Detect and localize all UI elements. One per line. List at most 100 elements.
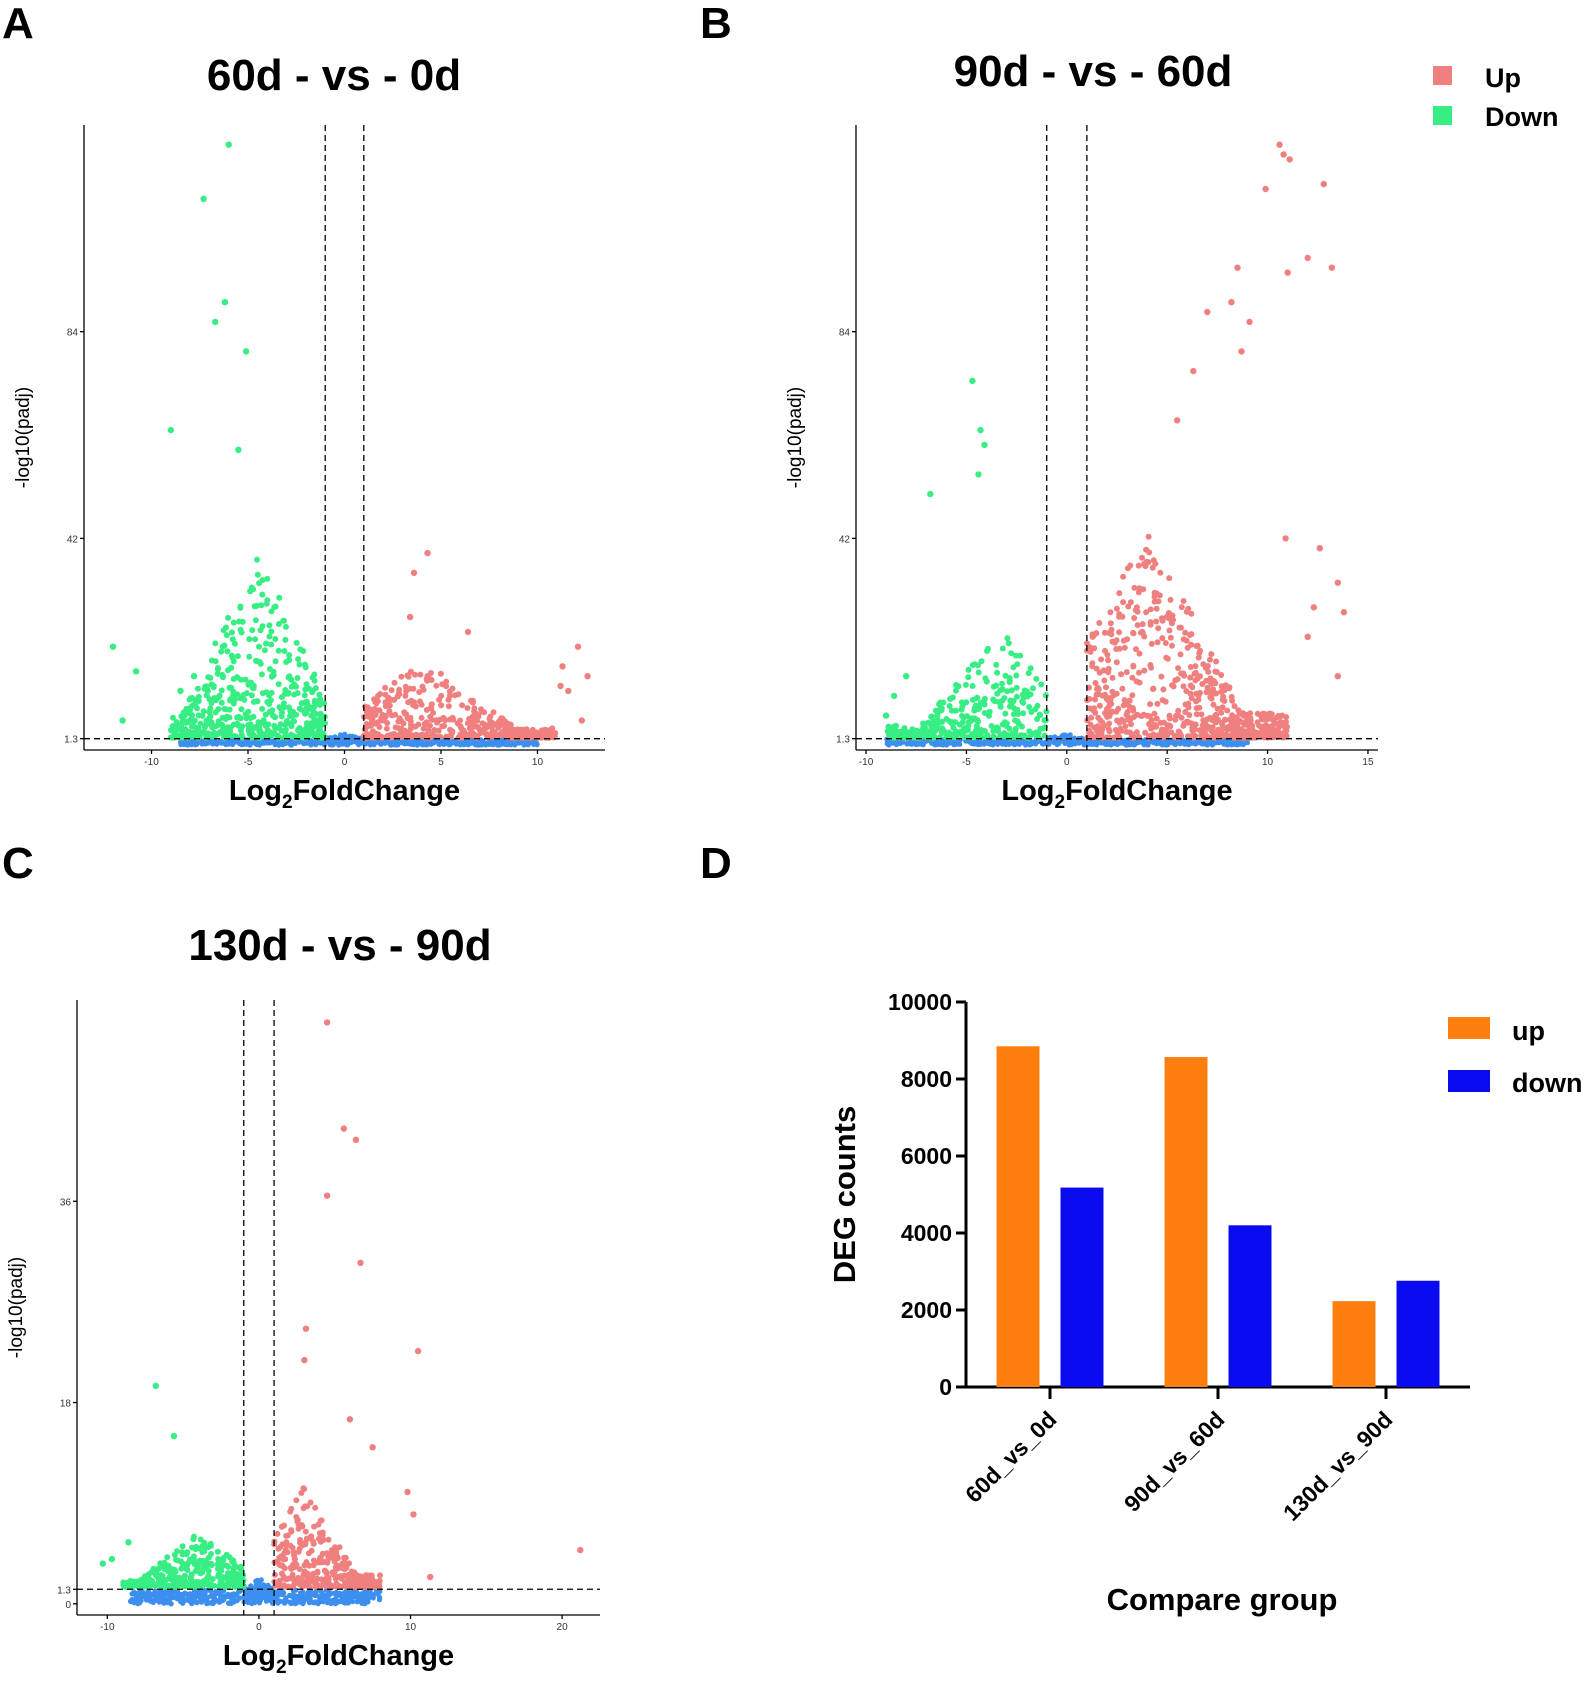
panel-b-point xyxy=(1147,701,1154,708)
panel-a-point xyxy=(228,684,235,691)
panel-letter-b: B xyxy=(700,0,732,48)
panel-c-point xyxy=(361,1599,367,1606)
panel-b-point xyxy=(1281,729,1288,736)
panel-b-point xyxy=(981,710,988,716)
panel-b-point xyxy=(1093,691,1100,698)
panel-a-point xyxy=(276,734,283,741)
panel-a-point xyxy=(434,719,440,726)
panel-b-point xyxy=(1152,560,1159,567)
panel-b-point xyxy=(1119,613,1126,620)
panel-a-point xyxy=(237,695,244,702)
panel-b-point xyxy=(1188,610,1195,617)
panel-c-point xyxy=(306,1562,313,1569)
panel-b-point xyxy=(1122,723,1129,730)
panel-c-x-tick-label: 20 xyxy=(557,1622,569,1633)
panel-b-point xyxy=(1004,635,1011,642)
panel-b-point xyxy=(1218,709,1225,716)
panel-a-point xyxy=(449,685,456,692)
panel-a-point xyxy=(418,714,425,721)
panel-b-point xyxy=(990,728,997,735)
panel-b-point xyxy=(972,702,979,709)
panel-a-point xyxy=(439,723,446,730)
panel-b-point xyxy=(1210,690,1217,697)
panel-a-x-label-sub: 2 xyxy=(282,792,293,813)
panel-a-point xyxy=(259,705,266,712)
panel-c-point xyxy=(307,1535,314,1542)
panel-b-point xyxy=(1304,633,1311,640)
panel-b-point xyxy=(1123,669,1130,676)
panel-b-point xyxy=(1228,693,1235,700)
panel-a-x-tick-label: -10 xyxy=(144,757,159,768)
panel-c-point xyxy=(131,1578,137,1585)
panel-c-point xyxy=(184,1597,190,1603)
panel-b-point xyxy=(993,661,1000,668)
panel-c-point xyxy=(323,1550,330,1557)
panel-b-point xyxy=(1121,644,1128,651)
panel-b-point xyxy=(1020,710,1027,717)
panel-c-point xyxy=(183,1565,190,1572)
panel-b-point xyxy=(1166,712,1173,719)
panel-b-point xyxy=(960,732,967,739)
panel-a-point xyxy=(258,671,265,678)
panel-a-point xyxy=(311,734,318,741)
panel-b-point xyxy=(986,712,992,719)
panel-b-point xyxy=(1304,254,1311,262)
panel-b-x-label-main: Log xyxy=(1001,775,1054,807)
panel-b-point xyxy=(1013,693,1020,700)
panel-b-point xyxy=(1135,562,1142,569)
panel-b-point xyxy=(952,687,959,694)
panel-b-point xyxy=(1088,730,1095,737)
panel-b-point xyxy=(1004,688,1011,695)
panel-a-point xyxy=(385,699,392,706)
panel-b-point xyxy=(1147,662,1154,668)
panel-b-point xyxy=(1133,678,1140,685)
panel-a-point xyxy=(406,685,413,692)
panel-b-point xyxy=(1150,686,1156,692)
panel-a-point xyxy=(268,608,275,615)
panel-b-point xyxy=(1087,644,1093,651)
panel-a-point xyxy=(254,571,261,578)
panel-b-point xyxy=(1129,674,1136,681)
panel-a-point xyxy=(167,426,174,434)
panel-c-point xyxy=(197,1594,203,1600)
bar-up xyxy=(1332,1301,1376,1387)
panel-b-point xyxy=(1086,705,1093,712)
panel-b-point xyxy=(1178,604,1185,611)
panel-c-point xyxy=(331,1558,338,1565)
panel-c-point xyxy=(281,1550,288,1557)
panel-a-point xyxy=(445,703,452,710)
bar-up xyxy=(996,1046,1040,1387)
bar-y-tick-label: 2000 xyxy=(901,1297,952,1323)
panel-a-point xyxy=(229,740,235,746)
panel-a-point xyxy=(200,195,207,202)
panel-b-point xyxy=(1005,734,1012,741)
panel-c-point xyxy=(155,1596,161,1602)
panel-b-point xyxy=(1208,651,1215,658)
panel-c-point xyxy=(234,1581,240,1588)
panel-c-point xyxy=(99,1560,107,1567)
panel-c-point xyxy=(215,1573,222,1580)
panel-a-point xyxy=(382,712,389,719)
panel-b-point xyxy=(1244,712,1251,719)
panel-b-point xyxy=(1160,742,1166,748)
panel-b-point xyxy=(1001,733,1008,740)
panel-c-point xyxy=(342,1579,349,1586)
panel-a-point xyxy=(175,721,182,728)
panel-b-point xyxy=(934,712,941,719)
panel-b-point xyxy=(1147,619,1154,626)
panel-a-point xyxy=(208,700,215,707)
panel-c-point xyxy=(204,1560,211,1567)
panel-b-point xyxy=(1127,599,1134,606)
panel-b-point xyxy=(1157,719,1164,726)
panel-a-point xyxy=(501,718,508,724)
panel-b-point xyxy=(1163,726,1170,733)
panel-a-point xyxy=(281,648,288,654)
panel-c-point xyxy=(364,1579,371,1586)
panel-c-point xyxy=(312,1599,318,1605)
panel-b-point xyxy=(969,377,976,385)
panel-a-point xyxy=(286,657,293,664)
panel-a-point xyxy=(507,721,514,728)
panel-b-point xyxy=(1014,661,1021,668)
panel-a-point xyxy=(252,724,259,731)
